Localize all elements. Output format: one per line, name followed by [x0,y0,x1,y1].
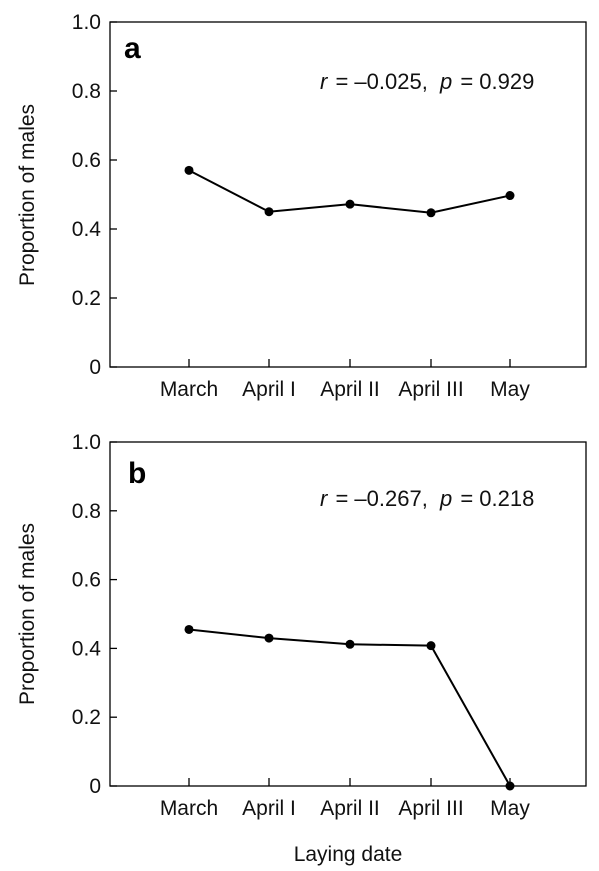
data-point-a-4 [505,191,515,201]
panel-a: a r = –0.025, p = 0.929 Proportion of ma… [16,11,587,401]
plot-frame-a [109,21,587,368]
y-axis-title-a: Proportion of males [16,104,39,286]
x-axis-title-b: Laying date [294,843,403,866]
y-tick-label-b-5: 1.0 [72,431,101,454]
y-tick-label-a-5: 1.0 [72,11,101,34]
y-ticks-a: 0 0.2 0.4 0.6 0.8 1.0 [72,11,117,379]
stat-annotation-b: r = –0.267, p = 0.218 [320,486,534,511]
x-tick-label-b-3: April III [398,797,463,820]
r-symbol-b: r [320,486,329,511]
data-point-a-0 [184,165,194,175]
p-value-a: = 0.929 [460,69,534,94]
y-tick-label-a-3: 0.6 [72,149,101,172]
x-tick-label-a-2: April II [320,378,380,401]
x-tick-label-b-4: May [490,797,530,820]
r-value-b: = –0.267, [335,486,427,511]
y-tick-label-a-0: 0 [89,356,101,379]
y-tick-label-a-1: 0.2 [72,287,101,310]
panel-b: b r = –0.267, p = 0.218 Proportion of ma… [16,431,587,866]
y-tick-label-a-2: 0.4 [72,218,102,241]
series-line-b [188,628,511,787]
data-point-a-1 [264,207,274,217]
x-tick-label-b-1: April I [242,797,296,820]
x-tick-label-a-4: May [490,378,530,401]
y-tick-label-b-4: 0.8 [72,500,101,523]
y-tick-label-b-2: 0.4 [72,637,102,660]
p-symbol-b: p [439,486,452,511]
data-point-b-2 [345,639,355,649]
data-point-b-0 [184,624,194,634]
p-value-b: = 0.218 [460,486,534,511]
x-tick-label-b-0: March [160,797,218,820]
plot-frame-b [109,441,587,787]
y-axis-title-b: Proportion of males [16,523,39,705]
data-point-b-1 [264,633,274,643]
x-tick-label-a-1: April I [242,378,296,401]
y-tick-label-b-3: 0.6 [72,569,101,592]
data-point-b-4 [505,781,515,791]
y-ticks-b: 0 0.2 0.4 0.6 0.8 1.0 [72,431,117,798]
x-tick-label-a-3: April III [398,378,463,401]
p-symbol-a: p [439,69,452,94]
stat-annotation-a: r = –0.025, p = 0.929 [320,69,534,94]
x-ticks-b: March April I April II April III May [160,778,530,820]
y-tick-label-a-4: 0.8 [72,80,101,103]
series-b [184,624,515,791]
x-tick-label-b-2: April II [320,797,380,820]
data-point-a-2 [345,199,355,209]
panel-label-a: a [124,32,141,65]
x-tick-label-a-0: March [160,378,218,401]
series-a [184,165,515,218]
y-tick-label-b-1: 0.2 [72,706,101,729]
x-ticks-a: March April I April II April III May [160,359,530,401]
r-value-a: = –0.025, [335,69,427,94]
r-symbol-a: r [320,69,329,94]
data-point-a-3 [426,208,436,218]
data-point-b-3 [426,641,436,651]
y-tick-label-b-0: 0 [89,775,101,798]
panel-label-b: b [128,457,146,490]
